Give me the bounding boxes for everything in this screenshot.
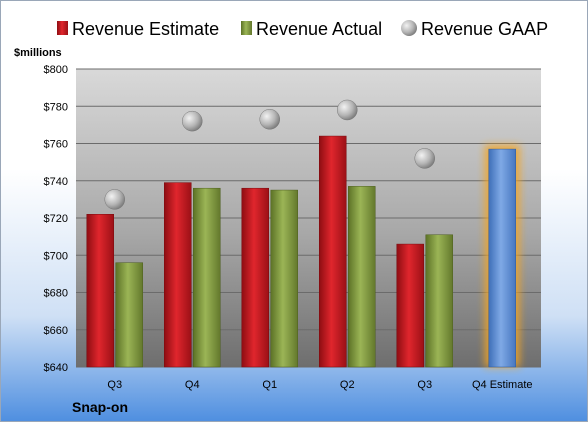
x-tick-label: Q4 Estimate: [472, 379, 533, 391]
y-tick-label: $720: [44, 213, 68, 225]
y-tick-label: $660: [44, 325, 68, 337]
bar-estimate: [319, 135, 347, 368]
bar-q4-estimate: [488, 148, 516, 368]
y-tick-label: $680: [44, 288, 68, 300]
y-tick-label: $800: [44, 64, 68, 76]
x-tick-label: Q2: [340, 379, 355, 391]
bar-estimate: [86, 214, 114, 368]
gridlines: [76, 68, 541, 368]
y-tick-label: $760: [44, 139, 68, 151]
x-tick-label: Q1: [262, 379, 277, 391]
gaap-marker: [414, 148, 435, 169]
legend-marker-gaap: [401, 20, 417, 36]
x-tick-label: Q4: [185, 379, 200, 391]
bar-estimate: [164, 182, 192, 368]
legend-label-gaap: Revenue GAAP: [421, 19, 548, 39]
legend: Revenue Estimate Revenue Actual Revenue …: [57, 19, 548, 39]
x-tick-label: Q3: [107, 379, 122, 391]
y-tick-label: $640: [44, 362, 68, 374]
bar-actual: [270, 189, 298, 368]
gaap-marker: [182, 110, 203, 132]
gaap-marker: [259, 109, 280, 130]
bar-actual: [348, 186, 376, 368]
bar-actual: [193, 187, 221, 368]
y-tick-label: $780: [44, 101, 68, 113]
bar-estimate: [396, 243, 424, 368]
y-tick-label: $700: [44, 250, 68, 262]
legend-swatch-actual: [241, 21, 252, 35]
gaap-marker: [104, 189, 125, 210]
x-axis-ticks: Q3 Q4 Q1 Q2 Q3 Q4 Estimate: [107, 379, 532, 391]
x-tick-label: Q3: [417, 379, 432, 391]
legend-label-actual: Revenue Actual: [256, 19, 382, 39]
bar-estimate: [241, 187, 269, 368]
y-axis-ticks: $640 $660 $680 $700 $720 $740 $760 $780 $800: [44, 64, 68, 374]
legend-label-estimate: Revenue Estimate: [72, 19, 219, 39]
bars: [86, 135, 520, 368]
gaap-marker: [337, 99, 358, 121]
bar-actual: [115, 262, 143, 368]
legend-swatch-estimate: [57, 21, 68, 35]
company-name: Snap-on: [72, 399, 128, 415]
unit-label: $millions: [14, 47, 62, 59]
bar-actual: [425, 234, 453, 368]
y-tick-label: $740: [44, 176, 68, 188]
gaap-markers: [104, 99, 435, 210]
